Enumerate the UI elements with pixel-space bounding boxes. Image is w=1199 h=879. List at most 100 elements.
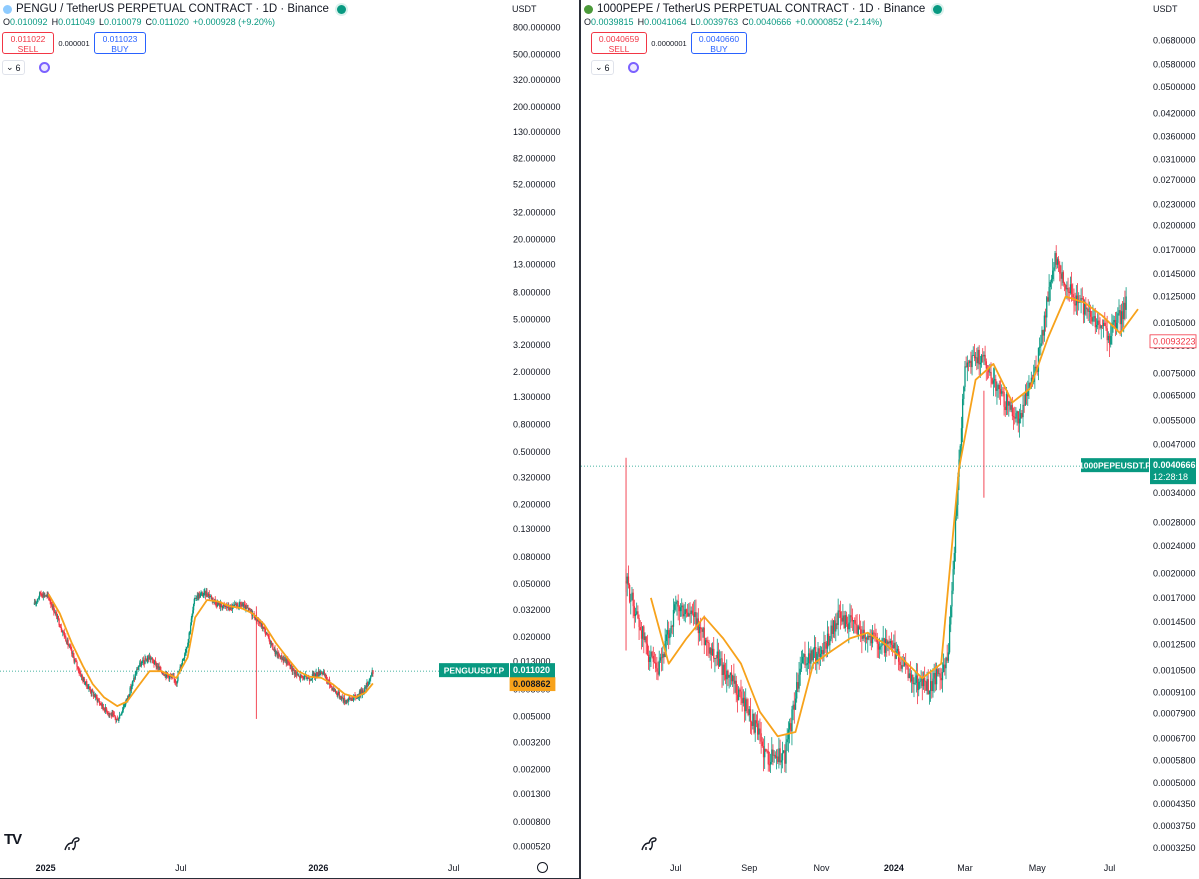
candle-body [318, 670, 320, 675]
candle-body [1003, 391, 1005, 407]
candle-body [791, 709, 793, 732]
candle-body [192, 610, 194, 615]
candle-body [314, 673, 317, 678]
candle-body [41, 594, 43, 597]
candle-body [906, 664, 908, 667]
candle-body [140, 662, 142, 667]
candle-body [1123, 302, 1125, 320]
candle-body [163, 673, 165, 676]
candle-body [819, 653, 822, 657]
candle-body [91, 689, 93, 694]
candle-body [781, 752, 784, 761]
candle-body [921, 678, 923, 687]
candle-body [226, 607, 228, 609]
candle-body [916, 675, 919, 691]
sell-button[interactable]: 0.011022 SELL [2, 32, 54, 54]
buy-button[interactable]: 0.011023 BUY [94, 32, 146, 54]
candle-body [700, 627, 702, 630]
candle-body [915, 675, 918, 683]
candle-body [774, 754, 777, 758]
candle-body [83, 678, 85, 682]
candle-body [889, 640, 891, 644]
candle-body [884, 639, 887, 653]
price-axis-label: 0.0004350 [1153, 799, 1196, 809]
candle-body [1040, 343, 1042, 347]
pepe-chart-panel[interactable]: 0.0680000 0.0580000 0.0500000 0.0420000 0.03… [581, 0, 1199, 879]
candle-body [1004, 406, 1006, 411]
candle-body [671, 625, 673, 627]
symbol-tag-bg [439, 663, 509, 678]
candle-body [932, 678, 934, 691]
symbol-title[interactable]: PENGU / TetherUS PERPETUAL CONTRACT · 1D… [16, 3, 329, 15]
candle-body [703, 627, 705, 646]
price-axis-label: 0.0200000 [1153, 221, 1196, 231]
candle-body [106, 710, 108, 714]
candle-body [848, 622, 850, 630]
currency-unit[interactable]: USDT [512, 4, 537, 14]
candle-body [758, 728, 760, 735]
dino-icon[interactable] [639, 833, 659, 853]
candle-body [1056, 259, 1059, 265]
candle-body [61, 629, 63, 633]
candle-body [333, 688, 335, 691]
candle-body [294, 672, 296, 675]
candle-body [54, 612, 57, 614]
tradingview-logo-icon[interactable]: TV [4, 831, 22, 848]
candle-body [692, 613, 695, 617]
candle-body [53, 605, 55, 613]
candle-body [1072, 294, 1074, 298]
ma-price-badge [509, 677, 556, 692]
dino-icon[interactable] [62, 833, 82, 853]
candle-body [246, 607, 249, 609]
indicators-collapse-button[interactable]: ⌄ 6 [2, 60, 25, 75]
candle-body [77, 666, 79, 668]
settings-icon[interactable] [537, 862, 548, 873]
candle-body [790, 723, 792, 732]
candle-body [84, 683, 86, 685]
candle-body [1061, 272, 1063, 279]
candle-body [1076, 295, 1079, 303]
candle-body [181, 660, 184, 665]
candle-body [341, 696, 344, 699]
candle-body [316, 672, 318, 676]
panel-divider[interactable] [579, 0, 581, 879]
buy-button[interactable]: 0.0040660 BUY [691, 32, 747, 54]
candle-body [812, 649, 814, 661]
candle-body [347, 699, 349, 702]
candle-body [1035, 366, 1037, 369]
candle-body [62, 631, 64, 633]
candle-body [644, 636, 646, 641]
candle-body [86, 685, 89, 689]
pengu-chart-canvas[interactable]: 800.000000 500.000000 320.000000 200.000000… [0, 0, 579, 879]
candle-body [113, 715, 116, 716]
candle-body [95, 695, 98, 698]
pepe-chart-canvas[interactable]: 0.0680000 0.0580000 0.0500000 0.0420000 0.03… [581, 0, 1199, 879]
candle-body [313, 672, 315, 675]
sync-icon[interactable] [38, 62, 50, 73]
candle-body [724, 674, 727, 680]
candle-body [687, 612, 689, 617]
price-axis-label: 32.000000 [513, 208, 556, 218]
candle-body [247, 607, 249, 609]
candle-body [1098, 320, 1100, 325]
indicators-collapse-button[interactable]: ⌄ 6 [591, 60, 614, 75]
ohlc-values: O0.010092 H0.011049 L0.010079 C0.011020 … [3, 17, 275, 27]
candle-body [1085, 302, 1087, 309]
candle-body [238, 602, 240, 608]
candle-body [768, 764, 771, 766]
pengu-chart-panel[interactable]: 800.000000 500.000000 320.000000 200.000000… [0, 0, 579, 879]
candle-body [1080, 297, 1082, 303]
candle-body [1055, 253, 1057, 265]
candle-body [288, 662, 290, 665]
price-axis-label: 0.0580000 [1153, 60, 1196, 70]
sync-icon[interactable] [627, 62, 639, 73]
candle-body [742, 697, 745, 704]
symbol-title[interactable]: 1000PEPE / TetherUS PERPETUAL CONTRACT ·… [597, 3, 926, 15]
candle-body [869, 636, 871, 638]
candle-body [1125, 296, 1127, 310]
currency-unit[interactable]: USDT [1153, 4, 1178, 14]
candle-body [1095, 325, 1098, 328]
candle-body [785, 742, 787, 764]
candle-body [964, 366, 966, 387]
sell-button[interactable]: 0.0040659 SELL [591, 32, 647, 54]
